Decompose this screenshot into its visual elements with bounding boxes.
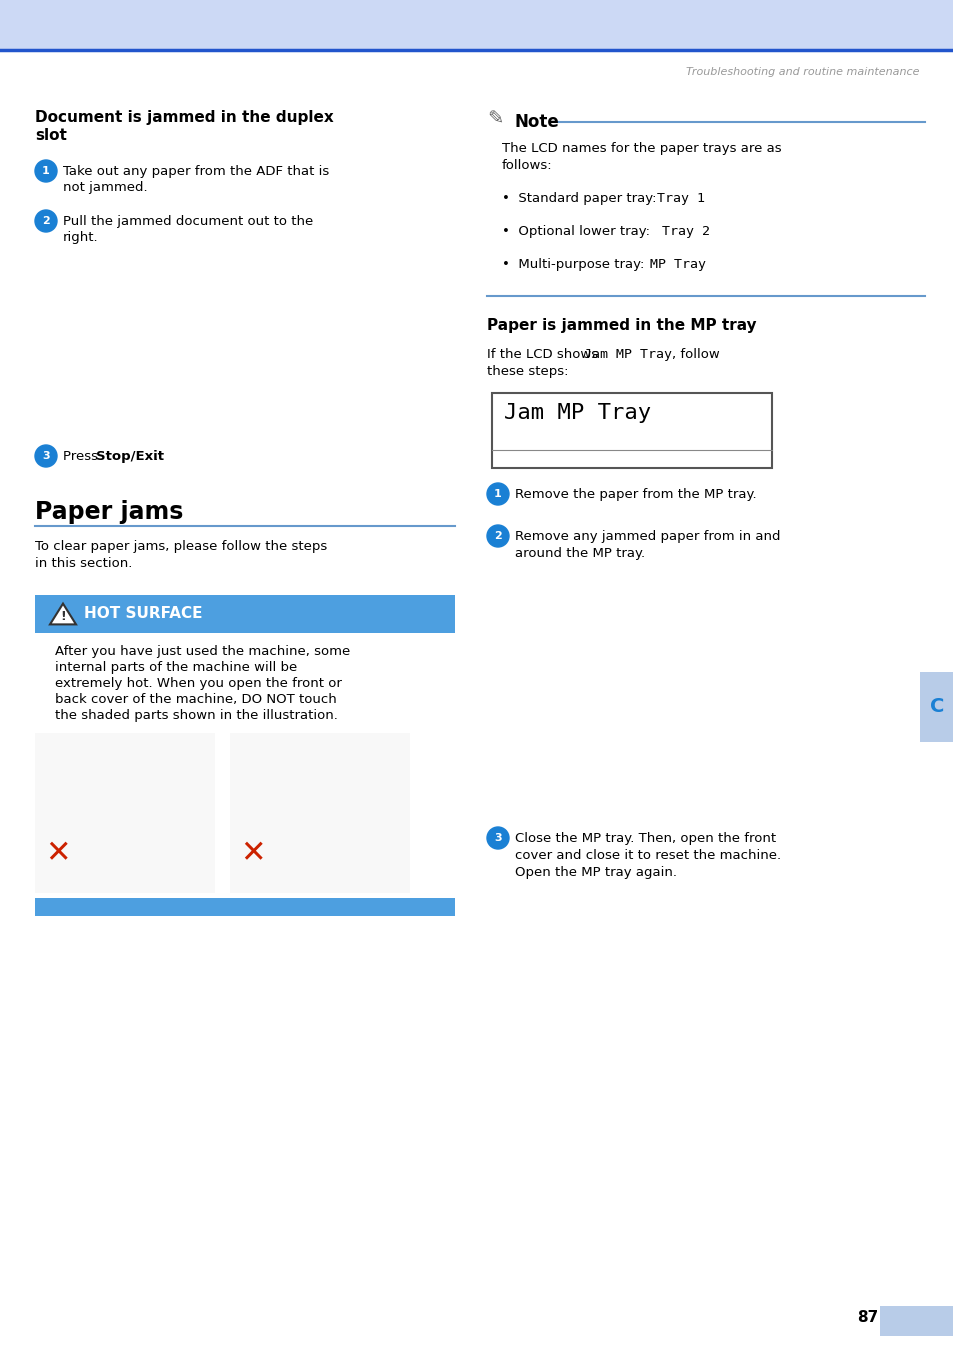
Text: 2: 2 (42, 216, 50, 226)
Circle shape (35, 210, 57, 232)
Text: back cover of the machine, DO NOT touch: back cover of the machine, DO NOT touch (55, 693, 336, 706)
Text: 1: 1 (42, 166, 50, 177)
Text: not jammed.: not jammed. (63, 181, 148, 194)
Text: Paper is jammed in the MP tray: Paper is jammed in the MP tray (486, 318, 756, 333)
Text: To clear paper jams, please follow the steps: To clear paper jams, please follow the s… (35, 541, 327, 553)
Text: Open the MP tray again.: Open the MP tray again. (515, 865, 677, 879)
Text: Remove any jammed paper from in and: Remove any jammed paper from in and (515, 530, 780, 543)
Text: Stop/Exit: Stop/Exit (96, 450, 164, 462)
Bar (492, 394, 771, 468)
Text: Document is jammed in the duplex: Document is jammed in the duplex (35, 111, 334, 125)
Text: the shaded parts shown in the illustration.: the shaded parts shown in the illustrati… (55, 709, 337, 723)
Text: •  Multi-purpose tray:: • Multi-purpose tray: (501, 257, 648, 271)
Text: Close the MP tray. Then, open the front: Close the MP tray. Then, open the front (515, 832, 776, 845)
Text: ✕: ✕ (45, 838, 71, 868)
Text: right.: right. (63, 231, 98, 244)
Circle shape (486, 483, 509, 506)
Bar (35, 898, 455, 917)
Text: HOT SURFACE: HOT SURFACE (84, 607, 202, 621)
Text: After you have just used the machine, some: After you have just used the machine, so… (55, 644, 350, 658)
Text: , follow: , follow (671, 348, 719, 361)
Bar (919, 673, 953, 741)
Text: Press: Press (63, 450, 102, 462)
Circle shape (35, 445, 57, 466)
Text: Paper jams: Paper jams (35, 500, 183, 524)
Bar (90, 248, 419, 433)
Text: •  Standard paper tray:: • Standard paper tray: (501, 191, 660, 205)
Bar (35, 733, 214, 892)
Polygon shape (50, 604, 76, 624)
Text: slot: slot (35, 128, 67, 143)
Text: C: C (929, 697, 943, 717)
Text: Pull the jammed document out to the: Pull the jammed document out to the (63, 214, 313, 228)
Text: Jam MP Tray: Jam MP Tray (503, 403, 651, 423)
Text: If the LCD shows: If the LCD shows (486, 348, 601, 361)
Bar (35, 594, 455, 634)
Text: Troubleshooting and routine maintenance: Troubleshooting and routine maintenance (686, 67, 919, 77)
Text: 87: 87 (856, 1310, 877, 1325)
Bar (879, 1306, 953, 1336)
Text: in this section.: in this section. (35, 557, 132, 570)
Text: Remove the paper from the MP tray.: Remove the paper from the MP tray. (515, 488, 756, 501)
Text: Jam MP Tray: Jam MP Tray (583, 348, 671, 361)
Text: The LCD names for the paper trays are as: The LCD names for the paper trays are as (501, 142, 781, 155)
Text: Tray 2: Tray 2 (661, 225, 709, 239)
Text: cover and close it to reset the machine.: cover and close it to reset the machine. (515, 849, 781, 861)
Text: 2: 2 (494, 531, 501, 541)
Circle shape (35, 160, 57, 182)
Text: Note: Note (515, 113, 559, 131)
Bar (0, 0, 953, 50)
Text: 1: 1 (494, 489, 501, 499)
Text: !: ! (60, 609, 66, 623)
Text: internal parts of the machine will be: internal parts of the machine will be (55, 661, 297, 674)
Text: Take out any paper from the ADF that is: Take out any paper from the ADF that is (63, 164, 329, 178)
Text: ✎: ✎ (486, 111, 503, 129)
Text: MP Tray: MP Tray (649, 257, 705, 271)
Bar (486, 582, 876, 817)
Bar (230, 733, 410, 892)
Circle shape (486, 828, 509, 849)
Text: Tray 1: Tray 1 (657, 191, 704, 205)
Text: 3: 3 (42, 452, 50, 461)
Text: ✕: ✕ (240, 838, 265, 868)
Text: follows:: follows: (501, 159, 552, 173)
Circle shape (486, 524, 509, 547)
Text: •  Optional lower tray:: • Optional lower tray: (501, 225, 654, 239)
Text: these steps:: these steps: (486, 365, 568, 377)
Text: around the MP tray.: around the MP tray. (515, 547, 644, 559)
Text: 3: 3 (494, 833, 501, 842)
Text: .: . (153, 450, 158, 462)
Text: extremely hot. When you open the front or: extremely hot. When you open the front o… (55, 677, 341, 690)
